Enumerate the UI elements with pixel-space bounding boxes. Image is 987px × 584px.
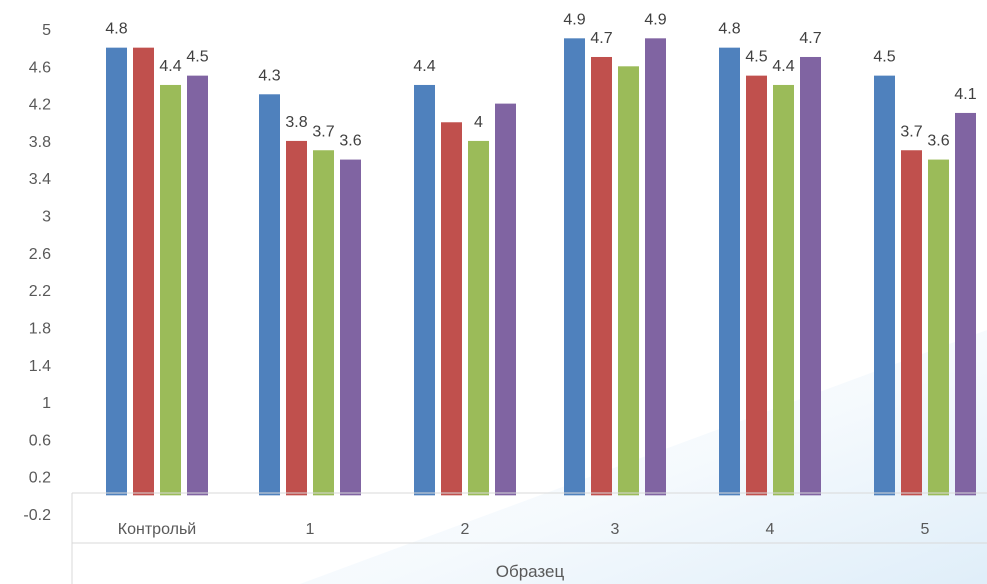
bar-series-4-5 [955,112,976,496]
x-axis [71,492,987,584]
bar-series-1-0 [106,47,127,496]
bar-series-3-0 [160,84,181,496]
data-label: 4.8 [105,21,127,38]
data-label: 4.5 [186,49,208,66]
bar-series-1-3 [564,38,585,496]
data-label: 3.8 [285,114,307,131]
x-tick-label: Контрольй [118,521,196,538]
y-tick-label: 5 [42,22,51,39]
y-tick-label: 1.4 [29,358,51,375]
data-label: 4.4 [413,58,435,75]
bar-series-2-5 [901,150,922,496]
y-tick-label: 4.2 [29,97,51,114]
data-label: 4.5 [745,49,767,66]
x-axis-title: Образец [496,562,565,581]
data-label: 3.6 [927,133,949,150]
data-label: 3.7 [312,123,334,140]
bar-series-1-1 [259,94,280,496]
data-label: 3.6 [339,133,361,150]
data-label: 4.7 [590,30,612,47]
bar-series-4-0 [187,75,208,496]
bar-series-2-1 [286,140,307,496]
bar-series-2-0 [133,47,154,496]
y-tick-label: 1.8 [29,320,51,337]
data-label: 4.4 [159,58,181,75]
bar-series-1-4 [719,47,740,496]
bar-series-3-2 [468,140,489,496]
bar-series-4-2 [495,103,516,496]
bar-series-3-3 [618,66,639,496]
bar-series-2-3 [591,56,612,496]
x-tick-label: 3 [611,521,620,538]
data-label: 4.1 [954,86,976,103]
x-tick-label: 5 [921,521,930,538]
y-tick-label: 2.6 [29,246,51,263]
y-tick-label: 4.6 [29,59,51,76]
data-label: 4.5 [873,49,895,66]
bar-series-group [106,38,976,496]
data-label: 4.9 [644,11,666,28]
bar-series-2-2 [441,122,462,496]
y-tick-label: 3 [42,209,51,226]
bar-series-4-4 [800,56,821,496]
y-tick-label: 2.2 [29,283,51,300]
bar-series-3-5 [928,159,949,496]
y-tick-label: 0.6 [29,432,51,449]
data-label: 4.8 [718,21,740,38]
y-axis-ticks: 5 4.6 4.2 3.8 3.4 3 2.6 2.2 1.8 1.4 1 0.6 0.2 -0.2 [23,22,51,524]
y-tick-label: 3.4 [29,171,51,188]
bar-series-3-4 [773,84,794,496]
x-tick-label: 2 [461,521,470,538]
bar-series-4-1 [340,159,361,496]
bar-series-2-4 [746,75,767,496]
y-tick-label: -0.2 [23,507,51,524]
y-tick-label: 0.2 [29,470,51,487]
bar-series-1-2 [414,84,435,496]
data-label: 4.7 [799,30,821,47]
bar-series-3-1 [313,150,334,496]
data-label: 4.3 [258,67,280,84]
data-label: 4.4 [772,58,794,75]
bar-series-1-5 [874,75,895,496]
data-label: 3.7 [900,123,922,140]
data-label: 4 [474,114,483,131]
x-tick-label: 4 [766,521,775,538]
x-tick-label: 1 [306,521,315,538]
x-axis-labels: Контрольй 1 2 3 4 5 [118,521,930,538]
y-tick-label: 3.8 [29,134,51,151]
data-label: 4.9 [563,11,585,28]
y-tick-label: 1 [42,395,51,412]
bar-series-4-3 [645,38,666,496]
data-labels-group: 4.8 4.3 4.4 4.9 4.8 4.5 3.8 4.7 4.5 3.7 4.4 3.7 4 4.4… [105,11,976,149]
